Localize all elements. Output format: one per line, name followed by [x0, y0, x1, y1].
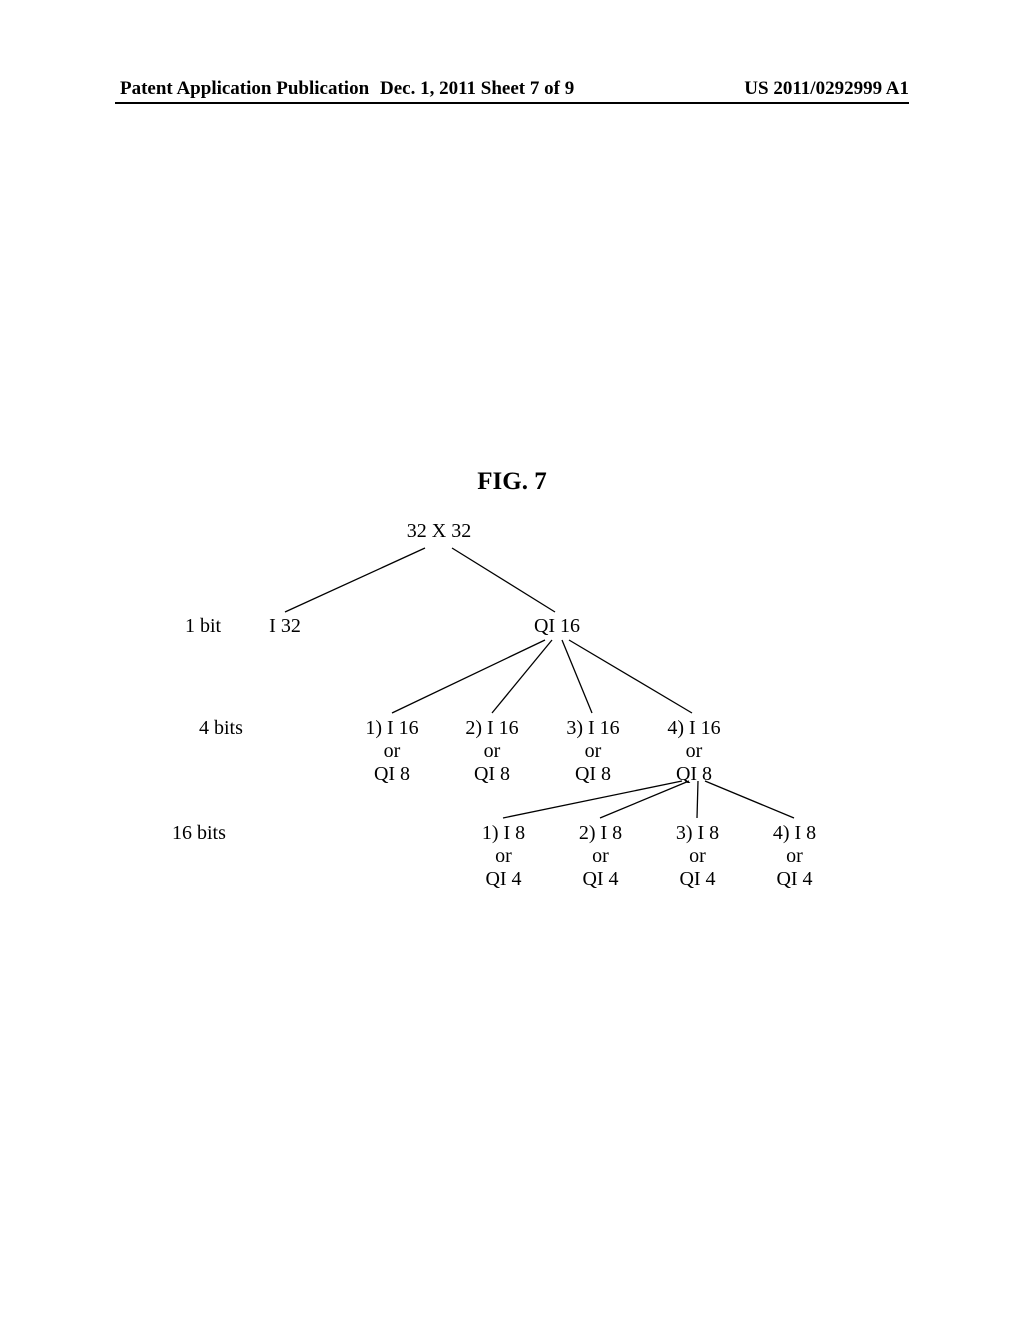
row-label: 4 bits — [199, 717, 243, 740]
row-label: 1 bit — [185, 615, 221, 638]
header-rule — [115, 102, 909, 104]
tree-node: QI 16 — [527, 615, 587, 638]
tree-node: 2) I 16orQI 8 — [462, 717, 522, 786]
tree-node: 4) I 16orQI 8 — [664, 717, 724, 786]
tree-node: 3) I 16orQI 8 — [563, 717, 623, 786]
tree-node: 4) I 8orQI 4 — [767, 822, 822, 891]
header-right: US 2011/0292999 A1 — [744, 78, 909, 100]
tree-node: 1) I 16orQI 8 — [362, 717, 422, 786]
tree-node: 1) I 8orQI 4 — [476, 822, 531, 891]
tree-diagram: 1 bit 4 bits 16 bits 32 X 32 I 32 QI 16 1) I 1… — [0, 520, 1024, 1020]
page-header: Patent Application Publication Dec. 1, 2… — [0, 78, 1024, 100]
tree-node: I 32 — [265, 615, 305, 638]
tree-node: 3) I 8orQI 4 — [670, 822, 725, 891]
header-center: Dec. 1, 2011 Sheet 7 of 9 — [380, 78, 574, 100]
tree-node: 2) I 8orQI 4 — [573, 822, 628, 891]
header-left: Patent Application Publication — [120, 78, 369, 100]
row-label: 16 bits — [172, 822, 226, 845]
tree-node: 32 X 32 — [399, 520, 479, 543]
figure-title: FIG. 7 — [0, 468, 1024, 496]
